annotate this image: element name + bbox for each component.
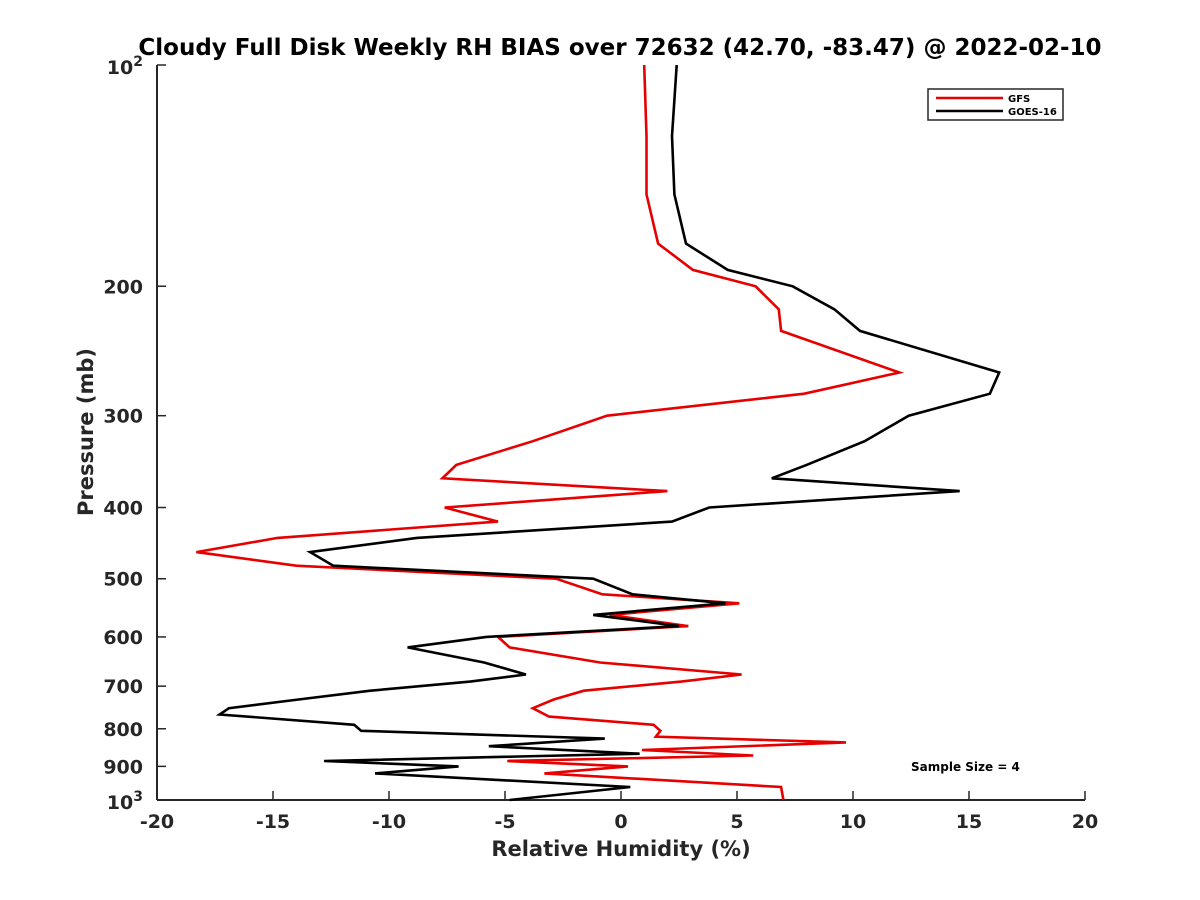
- series-line-goes-16: [215, 64, 1001, 802]
- y-axis-label: Pressure (mb): [74, 348, 98, 516]
- legend-gfs-label: GFS: [1008, 94, 1030, 105]
- sample-size-annotation: Sample Size = 4: [911, 760, 1020, 774]
- y-tick-label: 500: [103, 569, 143, 591]
- x-axis-ticks: -20 -15 -10 -5 0 5 10 15 20: [140, 791, 1098, 833]
- y-tick-label: 700: [103, 676, 143, 698]
- x-tick-label: 20: [1072, 811, 1098, 833]
- x-tick-label: -20: [140, 811, 174, 833]
- y-tick-label: 800: [103, 719, 143, 741]
- y-tick-label: 300: [103, 406, 143, 428]
- y-tick-label: 103: [107, 789, 143, 814]
- x-axis-label: Relative Humidity (%): [491, 837, 750, 861]
- series-layer: [196, 64, 1001, 802]
- x-tick-label: -5: [494, 811, 515, 833]
- plot-area: [156, 65, 1085, 801]
- x-tick-label: 15: [956, 811, 982, 833]
- chart-title: Cloudy Full Disk Weekly RH BIAS over 726…: [138, 35, 1101, 61]
- legend-goes16-label: GOES-16: [1008, 107, 1057, 118]
- series-line-gfs: [196, 64, 905, 801]
- y-tick-label: 900: [103, 756, 143, 778]
- x-tick-label: -15: [256, 811, 290, 833]
- y-axis-ticks: 200 300 400 500 600 700 800 900 102 103: [103, 54, 166, 814]
- x-tick-label: -10: [372, 811, 406, 833]
- x-tick-label: 5: [730, 811, 743, 833]
- legend-box: [927, 88, 1064, 121]
- y-tick-label: 200: [103, 276, 143, 298]
- x-tick-label: 0: [614, 811, 627, 833]
- legend: GFS GOES-16: [927, 88, 1064, 121]
- y-tick-label: 600: [103, 627, 143, 649]
- y-tick-label: 400: [103, 498, 143, 520]
- y-tick-label: 102: [107, 54, 143, 79]
- x-tick-label: 10: [840, 811, 866, 833]
